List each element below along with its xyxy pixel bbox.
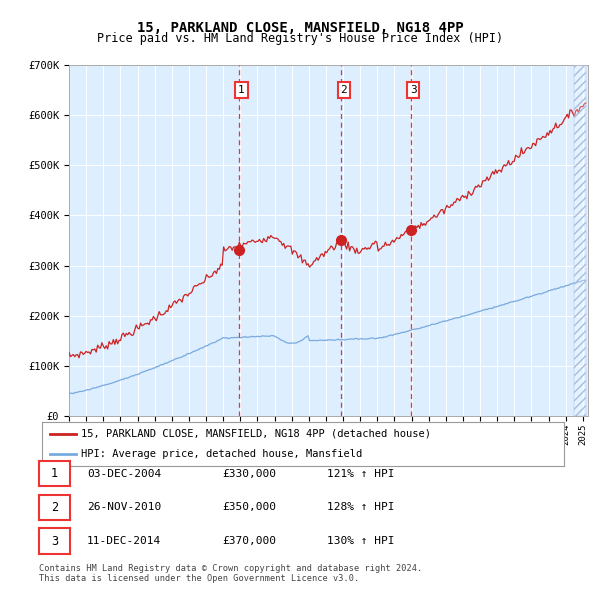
Text: 11-DEC-2014: 11-DEC-2014 (87, 536, 161, 546)
Text: £370,000: £370,000 (222, 536, 276, 546)
Text: 1: 1 (238, 85, 245, 95)
Text: 130% ↑ HPI: 130% ↑ HPI (327, 536, 395, 546)
Text: 121% ↑ HPI: 121% ↑ HPI (327, 469, 395, 478)
Text: 15, PARKLAND CLOSE, MANSFIELD, NG18 4PP (detached house): 15, PARKLAND CLOSE, MANSFIELD, NG18 4PP … (81, 429, 431, 439)
Text: £350,000: £350,000 (222, 503, 276, 512)
Text: Contains HM Land Registry data © Crown copyright and database right 2024.
This d: Contains HM Land Registry data © Crown c… (39, 563, 422, 583)
Text: 2: 2 (341, 85, 347, 95)
Text: 1: 1 (51, 467, 58, 480)
Text: 3: 3 (410, 85, 416, 95)
Text: 3: 3 (51, 535, 58, 548)
Text: £330,000: £330,000 (222, 469, 276, 478)
Text: Price paid vs. HM Land Registry's House Price Index (HPI): Price paid vs. HM Land Registry's House … (97, 32, 503, 45)
Text: 03-DEC-2004: 03-DEC-2004 (87, 469, 161, 478)
Text: 26-NOV-2010: 26-NOV-2010 (87, 503, 161, 512)
Text: HPI: Average price, detached house, Mansfield: HPI: Average price, detached house, Mans… (81, 449, 362, 459)
Text: 15, PARKLAND CLOSE, MANSFIELD, NG18 4PP: 15, PARKLAND CLOSE, MANSFIELD, NG18 4PP (137, 21, 463, 35)
Text: 128% ↑ HPI: 128% ↑ HPI (327, 503, 395, 512)
Text: 2: 2 (51, 501, 58, 514)
